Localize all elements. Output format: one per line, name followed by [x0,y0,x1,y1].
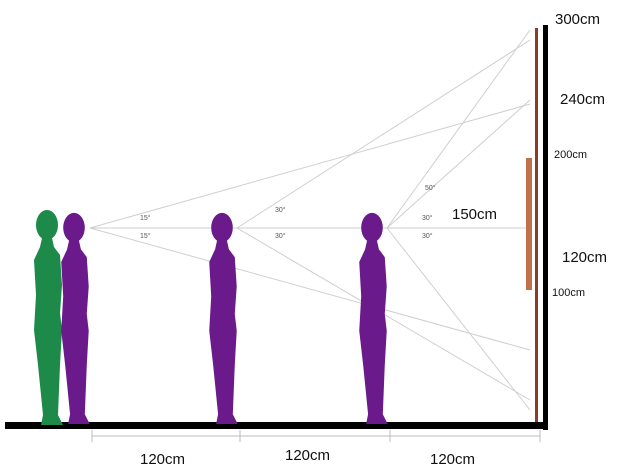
dimension-line [91,430,541,442]
figure-purple [61,212,90,425]
figure-purple [359,212,388,425]
angle-label: 30° [275,206,286,214]
wall [526,25,548,430]
figures [34,210,388,425]
distance-label: 120cm [140,451,185,468]
angle-label: 30° [422,214,433,222]
wall-label: 240cm [560,91,605,108]
distance-label: 120cm [430,451,475,468]
floor [5,422,548,429]
wall-label: 300cm [555,11,600,28]
wall-label: 100cm [552,287,585,299]
figure-green [34,210,63,425]
wall-label: 150cm [452,206,497,223]
distance-label: 120cm [285,447,330,464]
angle-label: 50° [425,184,436,192]
figure-purple [209,212,238,425]
angle-label: 15° [140,232,151,240]
wall-label: 200cm [554,149,587,161]
angle-label: 30° [422,232,433,240]
wall-label: 120cm [562,249,607,266]
angle-label: 30° [275,232,286,240]
angle-label: 15° [140,214,151,222]
